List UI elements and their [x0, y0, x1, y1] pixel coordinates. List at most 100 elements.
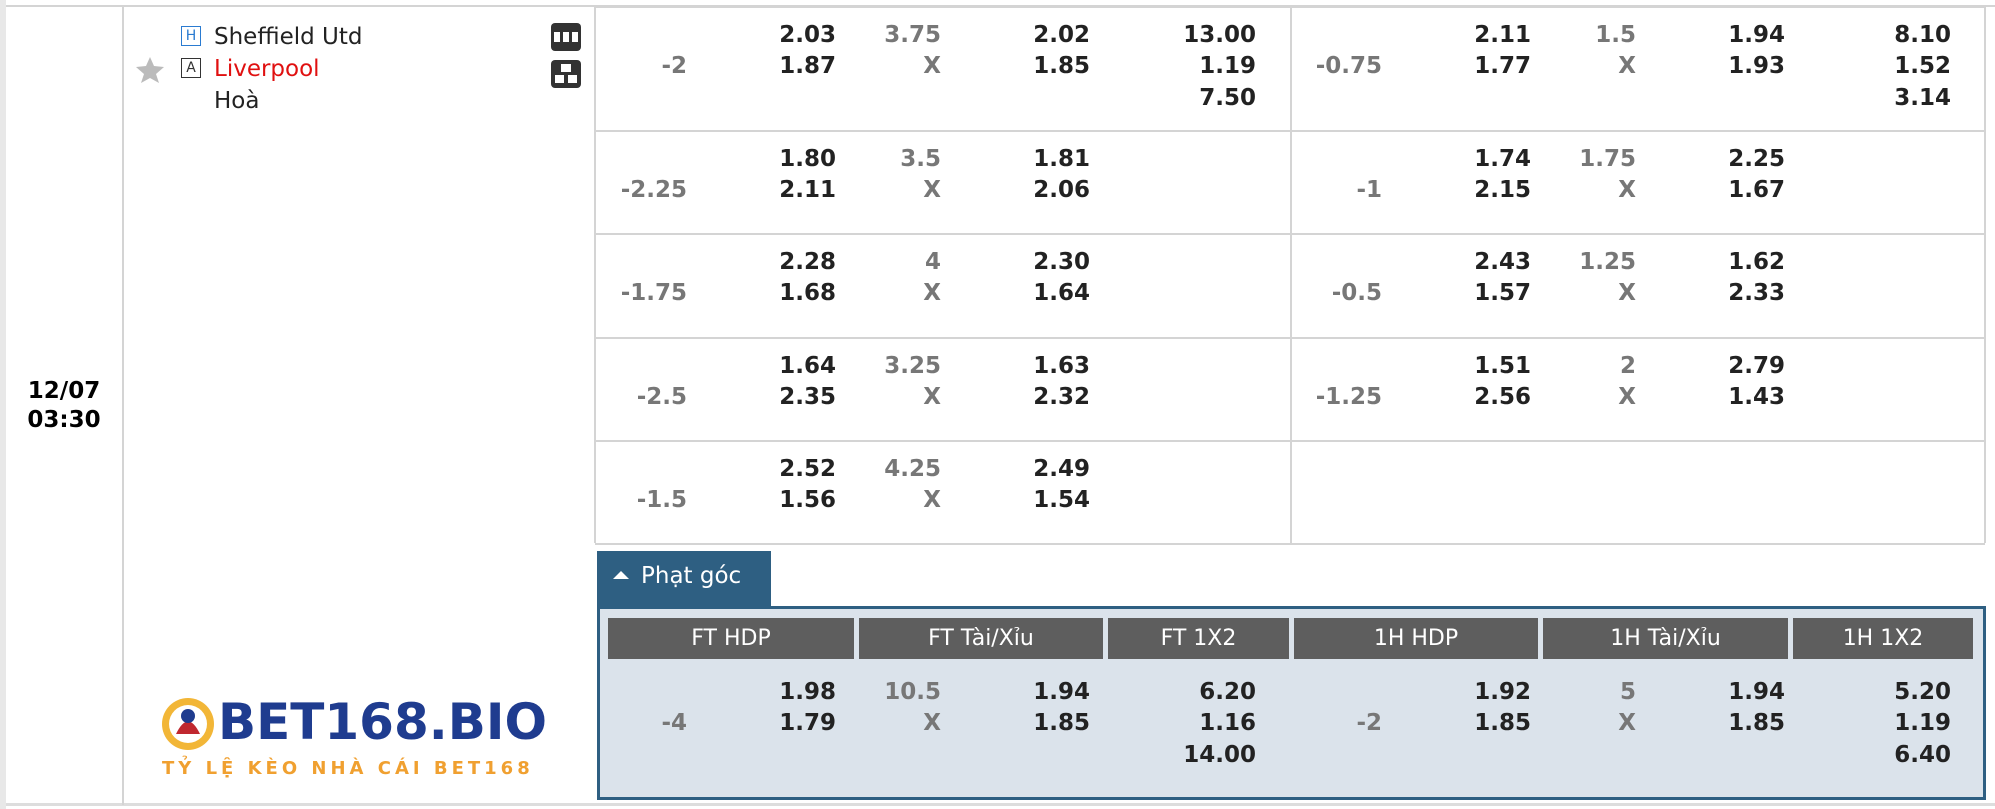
away-odd[interactable]: 1.87	[779, 53, 836, 79]
row-divider	[595, 543, 1985, 545]
handicap-line: -0.5	[1331, 280, 1382, 306]
away-win-odd[interactable]: 1.19	[1894, 710, 1951, 736]
home-odd[interactable]: 2.52	[779, 456, 836, 482]
row-divider	[595, 440, 1985, 442]
away-odd[interactable]: 1.57	[1474, 280, 1531, 306]
under-label: X	[1618, 177, 1636, 203]
under-odd[interactable]: 2.32	[1033, 384, 1090, 410]
under-label: X	[1618, 384, 1636, 410]
corners-header: FT 1X2	[1108, 618, 1289, 659]
under-label: X	[1618, 53, 1636, 79]
home-win-odd[interactable]: 6.20	[1199, 679, 1256, 705]
away-odd[interactable]: 1.77	[1474, 53, 1531, 79]
total-line: 2	[1619, 353, 1636, 379]
home-odd[interactable]: 1.51	[1474, 353, 1531, 379]
lineup-icon[interactable]	[550, 59, 582, 89]
over-odd[interactable]: 1.94	[1728, 679, 1785, 705]
away-odd[interactable]: 1.68	[779, 280, 836, 306]
home-win-odd[interactable]: 5.20	[1894, 679, 1951, 705]
over-odd[interactable]: 1.62	[1728, 249, 1785, 275]
handicap-line: -1.5	[636, 487, 687, 513]
over-odd[interactable]: 2.30	[1033, 249, 1090, 275]
under-label: X	[1618, 710, 1636, 736]
corners-tab-label: Phạt góc	[641, 563, 742, 589]
handicap-line: -1	[1356, 177, 1382, 203]
away-odd[interactable]: 1.56	[779, 487, 836, 513]
away-win-odd[interactable]: 1.52	[1894, 53, 1951, 79]
handicap-line: -2	[1356, 710, 1382, 736]
total-line: 4.25	[884, 456, 941, 482]
under-odd[interactable]: 1.67	[1728, 177, 1785, 203]
under-label: X	[923, 384, 941, 410]
over-odd[interactable]: 2.02	[1033, 22, 1090, 48]
home-odd[interactable]: 1.80	[779, 146, 836, 172]
away-team: Liverpool	[214, 56, 320, 82]
handicap-line: -4	[661, 710, 687, 736]
under-label: X	[923, 487, 941, 513]
away-odd[interactable]: 2.15	[1474, 177, 1531, 203]
under-odd[interactable]: 1.43	[1728, 384, 1785, 410]
away-odd[interactable]: 2.11	[779, 177, 836, 203]
draw-odd[interactable]: 3.14	[1894, 85, 1951, 111]
corners-header: 1H 1X2	[1793, 618, 1973, 659]
divider	[594, 5, 596, 543]
over-odd[interactable]: 2.49	[1033, 456, 1090, 482]
corners-tab[interactable]: Phạt góc	[597, 551, 771, 606]
over-odd[interactable]: 2.25	[1728, 146, 1785, 172]
divider	[1984, 5, 1986, 543]
under-odd[interactable]: 1.64	[1033, 280, 1090, 306]
home-odd[interactable]: 1.92	[1474, 679, 1531, 705]
away-win-odd[interactable]: 1.16	[1199, 710, 1256, 736]
total-line: 3.75	[884, 22, 941, 48]
over-odd[interactable]: 1.94	[1033, 679, 1090, 705]
home-odd[interactable]: 2.43	[1474, 249, 1531, 275]
favorite-star[interactable]	[135, 55, 165, 85]
away-tag: A	[181, 58, 201, 78]
home-odd[interactable]: 2.03	[779, 22, 836, 48]
over-odd[interactable]: 1.63	[1033, 353, 1090, 379]
under-odd[interactable]: 2.06	[1033, 177, 1090, 203]
home-odd[interactable]: 1.64	[779, 353, 836, 379]
logo-tagline: TỶ LỆ KÈO NHÀ CÁI BET168	[162, 758, 534, 779]
home-odd[interactable]: 2.28	[779, 249, 836, 275]
corners-header: 1H HDP	[1294, 618, 1538, 659]
away-odd[interactable]: 1.79	[779, 710, 836, 736]
stats-icon[interactable]	[550, 22, 582, 52]
total-line: 1.5	[1595, 22, 1636, 48]
away-odd[interactable]: 2.35	[779, 384, 836, 410]
home-win-odd[interactable]: 8.10	[1894, 22, 1951, 48]
away-odd[interactable]: 2.56	[1474, 384, 1531, 410]
away-odd[interactable]: 1.85	[1474, 710, 1531, 736]
home-odd[interactable]: 1.74	[1474, 146, 1531, 172]
under-odd[interactable]: 1.85	[1728, 710, 1785, 736]
home-odd[interactable]: 2.11	[1474, 22, 1531, 48]
total-line: 1.75	[1579, 146, 1636, 172]
home-win-odd[interactable]: 13.00	[1183, 22, 1256, 48]
handicap-line: -2.25	[620, 177, 687, 203]
over-odd[interactable]: 1.94	[1728, 22, 1785, 48]
over-odd[interactable]: 2.79	[1728, 353, 1785, 379]
draw-odd[interactable]: 7.50	[1199, 85, 1256, 111]
draw-odd[interactable]: 14.00	[1183, 742, 1256, 768]
border	[0, 0, 6, 809]
under-odd[interactable]: 1.93	[1728, 53, 1785, 79]
corners-header: FT Tài/Xỉu	[859, 618, 1103, 659]
handicap-line: -1.25	[1315, 384, 1382, 410]
under-odd[interactable]: 1.85	[1033, 710, 1090, 736]
draw-odd[interactable]: 6.40	[1894, 742, 1951, 768]
under-label: X	[923, 280, 941, 306]
match-time: 03:30	[27, 407, 101, 433]
row-divider	[595, 233, 1985, 235]
handicap-line: -2	[661, 53, 687, 79]
corners-header: FT HDP	[608, 618, 854, 659]
home-odd[interactable]: 1.98	[779, 679, 836, 705]
over-odd[interactable]: 1.81	[1033, 146, 1090, 172]
home-tag: H	[181, 26, 201, 46]
under-odd[interactable]: 1.85	[1033, 53, 1090, 79]
under-odd[interactable]: 2.33	[1728, 280, 1785, 306]
row-divider	[595, 6, 1985, 8]
away-win-odd[interactable]: 1.19	[1199, 53, 1256, 79]
total-line: 10.5	[884, 679, 941, 705]
total-line: 5	[1619, 679, 1636, 705]
under-odd[interactable]: 1.54	[1033, 487, 1090, 513]
